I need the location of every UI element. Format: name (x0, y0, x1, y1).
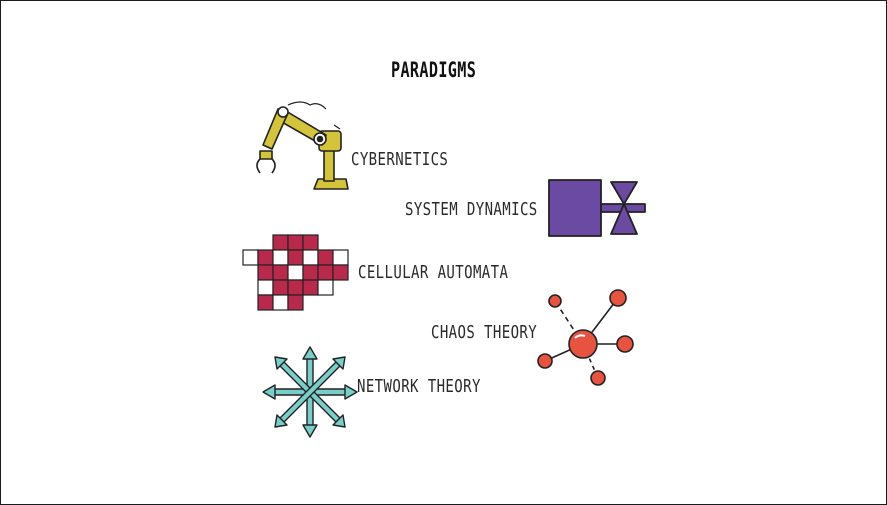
grid-cell (257, 279, 274, 296)
grid-cell (302, 234, 319, 251)
grid-cell (287, 264, 304, 281)
label-system-dynamics: SYSTEM DYNAMICS (405, 199, 538, 220)
grid-cells-icon (242, 234, 349, 311)
grid-cell (257, 294, 274, 311)
node-cluster-icon (537, 289, 634, 386)
grid-cell (332, 249, 349, 266)
grid-cell (287, 234, 304, 251)
grid-cell (257, 264, 274, 281)
grid-cell (332, 264, 349, 281)
grid-cell (257, 249, 274, 266)
grid-cell (272, 264, 289, 281)
grid-cell (317, 249, 334, 266)
grid-cell (287, 279, 304, 296)
grid-cell (287, 249, 304, 266)
label-network-theory: NETWORK THEORY (357, 376, 481, 397)
grid-cell (302, 279, 319, 296)
label-chaos-theory: CHAOS THEORY (431, 322, 538, 343)
grid-cell (242, 249, 259, 266)
grid-cell (302, 264, 319, 281)
grid-cell (272, 294, 289, 311)
grid-cell (272, 249, 289, 266)
grid-cell (272, 279, 289, 296)
robot-arm-icon (256, 101, 349, 190)
label-cybernetics: CYBERNETICS (351, 149, 449, 170)
page-title: PARADIGMS (391, 58, 477, 82)
label-cellular-automata: CELLULAR AUTOMATA (358, 262, 509, 283)
grid-cell (287, 294, 304, 311)
grid-cell (317, 264, 334, 281)
stock-flow-icon (548, 179, 646, 237)
grid-cell (317, 279, 334, 296)
grid-cell (272, 234, 289, 251)
grid-cell (302, 249, 319, 266)
star-arrows-icon (262, 346, 358, 438)
